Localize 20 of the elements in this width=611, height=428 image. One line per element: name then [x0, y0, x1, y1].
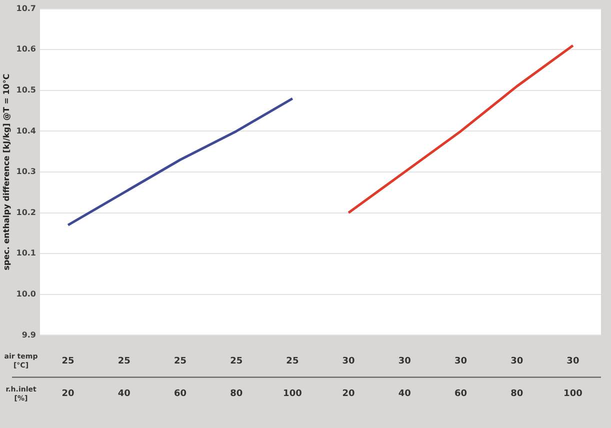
- category-label: 25 60: [174, 356, 187, 400]
- category-label: 30 80: [510, 356, 524, 400]
- category-label: 30 40: [398, 356, 411, 400]
- y-tick-label: 10.1: [16, 248, 36, 258]
- y-tick-label: 10.3: [16, 167, 36, 176]
- category-label: 25 40: [118, 356, 130, 400]
- y-tick-label: 10.6: [16, 44, 36, 54]
- category-label: 30 100: [564, 356, 582, 400]
- category-label: 25 80: [230, 356, 243, 400]
- y-tick-label: 9.9: [22, 330, 36, 340]
- category-label: 30 20: [342, 356, 355, 400]
- category-label: 25 100: [283, 356, 302, 400]
- y-tick-label: 10.2: [16, 208, 36, 217]
- y-tick-label: 10.7: [16, 4, 36, 13]
- category-label: 25 20: [62, 356, 74, 400]
- y-axis-title: spec. enthalpy difference [kJ/kg] @T = 10°C: [2, 74, 11, 270]
- y-tick-label: 10.0: [16, 289, 36, 298]
- y-tick-label: 10.4: [16, 126, 36, 136]
- y-tick-label: 10.5: [16, 85, 36, 94]
- category-label: 30 60: [454, 356, 468, 400]
